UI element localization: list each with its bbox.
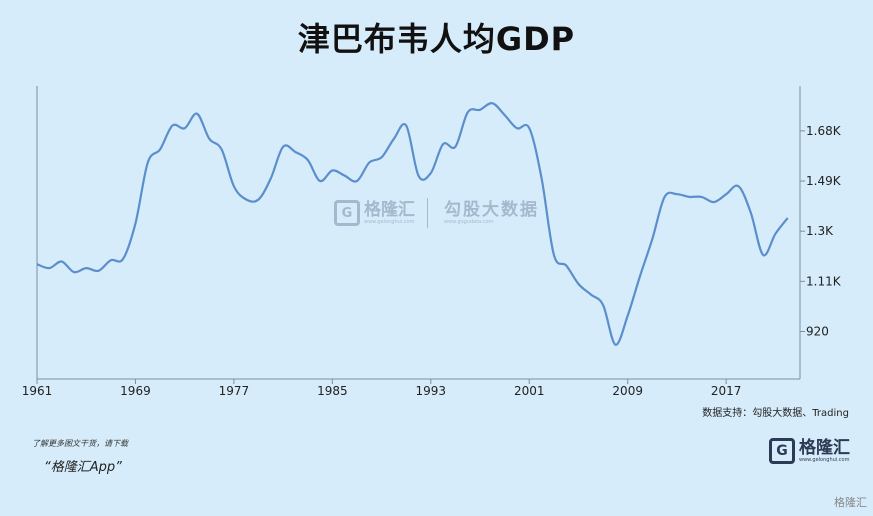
data-point <box>639 275 641 277</box>
data-point <box>98 270 100 272</box>
data-point <box>209 138 211 140</box>
y-tick-label: 920 <box>806 324 829 338</box>
y-tick-label: 1.3K <box>806 224 834 238</box>
data-point <box>578 283 580 285</box>
data-point <box>652 238 654 240</box>
promo-app-name: “格隆汇App” <box>44 460 122 475</box>
data-point <box>135 223 137 225</box>
data-point <box>381 157 383 159</box>
data-point <box>61 261 63 263</box>
data-point <box>147 162 149 164</box>
data-point <box>430 172 432 174</box>
data-point <box>529 127 531 129</box>
data-point <box>750 212 752 214</box>
data-point <box>418 175 420 177</box>
data-point <box>541 178 543 180</box>
watermark-url-2: www.gogudata.com <box>444 219 494 225</box>
data-point <box>332 170 334 172</box>
x-tick-label: 2009 <box>612 384 643 398</box>
watermark-divider <box>427 198 428 228</box>
corner-watermark: 格隆汇 <box>834 496 867 509</box>
data-point <box>762 254 764 256</box>
watermark: G 格隆汇 www.gelonghui.com 勾股大数据 www.goguda… <box>334 198 539 228</box>
data-point <box>713 201 715 203</box>
data-point <box>184 127 186 129</box>
y-tick-label: 1.49K <box>806 174 842 188</box>
y-tick-label: 1.68K <box>806 124 842 138</box>
x-tick-label: 1977 <box>219 384 250 398</box>
data-point <box>282 146 284 148</box>
data-point <box>405 125 407 127</box>
data-point <box>738 186 740 188</box>
data-point <box>245 199 247 201</box>
data-point <box>159 149 161 151</box>
data-point <box>73 271 75 273</box>
data-point <box>442 143 444 145</box>
data-point <box>196 113 198 115</box>
data-point <box>516 127 518 129</box>
watermark-url: www.gelonghui.com <box>364 219 415 225</box>
data-point <box>664 196 666 198</box>
watermark-name: 格隆汇 <box>364 200 415 220</box>
data-point <box>319 180 321 182</box>
x-tick-label: 1985 <box>317 384 348 398</box>
data-point <box>787 217 789 219</box>
data-point <box>590 294 592 296</box>
data-point <box>393 138 395 140</box>
data-point <box>356 180 358 182</box>
x-tick-label: 1961 <box>22 384 53 398</box>
data-point <box>49 267 51 269</box>
brand-logo: G 格隆汇 www.gelonghui.com <box>769 438 850 464</box>
data-point <box>775 233 777 235</box>
data-point <box>85 267 87 269</box>
data-point <box>221 149 223 151</box>
brand-logo-icon: G <box>769 438 795 464</box>
data-point <box>627 315 629 317</box>
data-source: 数据支持：勾股大数据、Trading <box>702 408 849 419</box>
brand-name: 格隆汇 <box>799 438 850 458</box>
data-point <box>725 193 727 195</box>
plot-area <box>37 86 800 379</box>
data-point <box>258 199 260 201</box>
data-point <box>504 114 506 116</box>
data-point <box>307 159 309 161</box>
x-tick-label: 1993 <box>416 384 447 398</box>
data-point <box>295 151 297 153</box>
data-point <box>455 146 457 148</box>
data-point <box>479 109 481 111</box>
data-point <box>172 125 174 127</box>
data-point <box>676 193 678 195</box>
data-point <box>701 196 703 198</box>
data-point <box>467 112 469 114</box>
x-tick-label: 1969 <box>120 384 151 398</box>
promo-text: 了解更多图文干货，请下载 <box>32 439 128 448</box>
y-tick-label: 1.11K <box>806 274 842 288</box>
data-point <box>688 196 690 198</box>
data-point <box>553 254 555 256</box>
x-tick-label: 2017 <box>711 384 742 398</box>
x-tick-label: 2001 <box>514 384 545 398</box>
data-point <box>602 304 604 306</box>
data-point <box>270 178 272 180</box>
data-point <box>36 263 38 265</box>
watermark-logo-icon: G <box>334 200 360 226</box>
data-point <box>344 175 346 177</box>
data-point <box>615 344 617 346</box>
data-point <box>492 102 494 104</box>
data-point <box>369 162 371 164</box>
brand-url: www.gelonghui.com <box>799 457 850 463</box>
data-point <box>122 258 124 260</box>
watermark-name-2: 勾股大数据 <box>444 200 539 220</box>
data-point <box>565 265 567 267</box>
data-point <box>110 259 112 261</box>
series-line <box>36 102 789 346</box>
chart-title: 津巴布韦人均GDP <box>297 20 576 58</box>
data-point <box>233 186 235 188</box>
